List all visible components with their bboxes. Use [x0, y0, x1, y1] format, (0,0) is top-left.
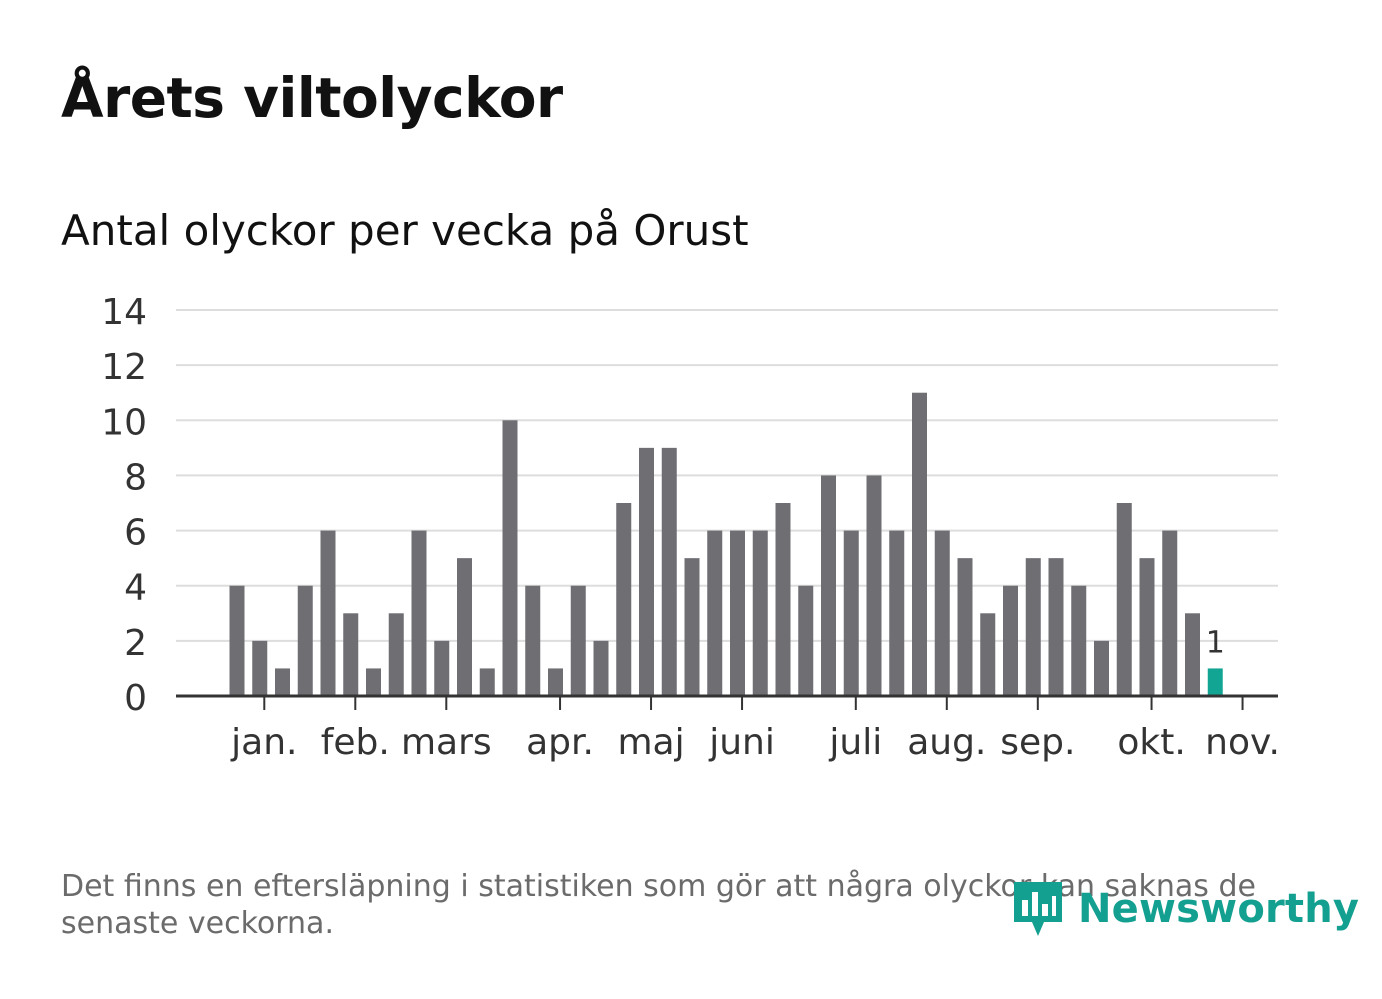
- bar: [252, 640, 268, 696]
- y-tick-label: 10: [101, 402, 147, 443]
- chart-subtitle: Antal olyckor per vecka på Orust: [61, 206, 749, 255]
- x-tick-label: aug.: [907, 722, 986, 763]
- x-tick-label: maj: [617, 722, 684, 763]
- bar: [229, 585, 245, 696]
- bar: [366, 668, 381, 696]
- annotations: 1: [1206, 625, 1225, 660]
- newsworthy-chart-icon: [1014, 882, 1062, 936]
- bars: [229, 392, 1223, 696]
- y-tick-label: 12: [101, 347, 147, 388]
- bar: [525, 585, 541, 696]
- bar: [912, 392, 927, 696]
- bar: [1048, 558, 1064, 696]
- bar: [1025, 558, 1041, 696]
- bar: [707, 530, 723, 696]
- bar: [297, 585, 313, 696]
- bar: [616, 503, 632, 696]
- bar: [275, 668, 290, 696]
- bar: [343, 613, 359, 696]
- bar: [434, 640, 450, 696]
- x-tick-label: juli: [828, 722, 882, 763]
- x-tick-label: okt.: [1117, 722, 1185, 763]
- bar: [1162, 530, 1178, 696]
- bar-chart: 0 2 4 6 8 10 12 14 jan. feb. mars apr. maj juni juli a…: [101, 292, 1280, 763]
- bar: [411, 530, 427, 696]
- y-tick-label: 8: [124, 457, 147, 498]
- x-tick-label: juni: [708, 722, 775, 763]
- bar: [980, 613, 996, 696]
- bar: [1185, 613, 1200, 696]
- bar: [548, 668, 563, 696]
- bar: [1094, 640, 1109, 696]
- bar: [570, 585, 586, 696]
- bar: [798, 585, 814, 696]
- x-tick-label: jan.: [230, 722, 297, 763]
- bar: [866, 475, 882, 696]
- y-tick-label: 6: [124, 513, 147, 554]
- x-tick-label: nov.: [1205, 722, 1280, 763]
- bar: [320, 530, 336, 696]
- bar: [457, 558, 472, 696]
- bar: [957, 558, 973, 696]
- bar: [479, 668, 495, 696]
- x-axis: jan. feb. mars apr. maj juni juli aug. sep. okt. n…: [176, 694, 1280, 763]
- bar: [889, 530, 905, 696]
- bar: [843, 530, 859, 696]
- bar: [821, 475, 836, 696]
- bar: [388, 613, 404, 696]
- bar: [593, 640, 609, 696]
- bar: [730, 530, 745, 696]
- bar: [1139, 558, 1155, 696]
- logo-text: Newsworthy: [1078, 886, 1360, 932]
- y-tick-label: 2: [124, 623, 147, 664]
- bar: [684, 558, 700, 696]
- newsworthy-logo: Newsworthy: [1010, 878, 1359, 940]
- grid-lines: [176, 309, 1278, 642]
- bar: [639, 447, 654, 696]
- chart-title: Årets viltolyckor: [61, 66, 563, 130]
- bar: [752, 530, 768, 696]
- bar: [502, 420, 518, 696]
- bar: [775, 503, 791, 696]
- y-tick-label: 14: [101, 292, 147, 333]
- bar: [934, 530, 950, 696]
- highlight-value-label: 1: [1206, 625, 1225, 660]
- bar: [1207, 668, 1223, 696]
- bar: [1116, 503, 1132, 696]
- x-tick-label: feb.: [321, 722, 390, 763]
- y-tick-label: 4: [124, 568, 147, 609]
- x-tick-label: sep.: [1000, 722, 1075, 763]
- x-tick-label: mars: [401, 722, 492, 763]
- bar: [661, 447, 677, 696]
- bar: [1071, 585, 1087, 696]
- y-axis-ticks: 0 2 4 6 8 10 12 14: [101, 292, 147, 719]
- bar: [1003, 585, 1018, 696]
- y-tick-label: 0: [124, 678, 147, 719]
- x-tick-label: apr.: [526, 722, 594, 763]
